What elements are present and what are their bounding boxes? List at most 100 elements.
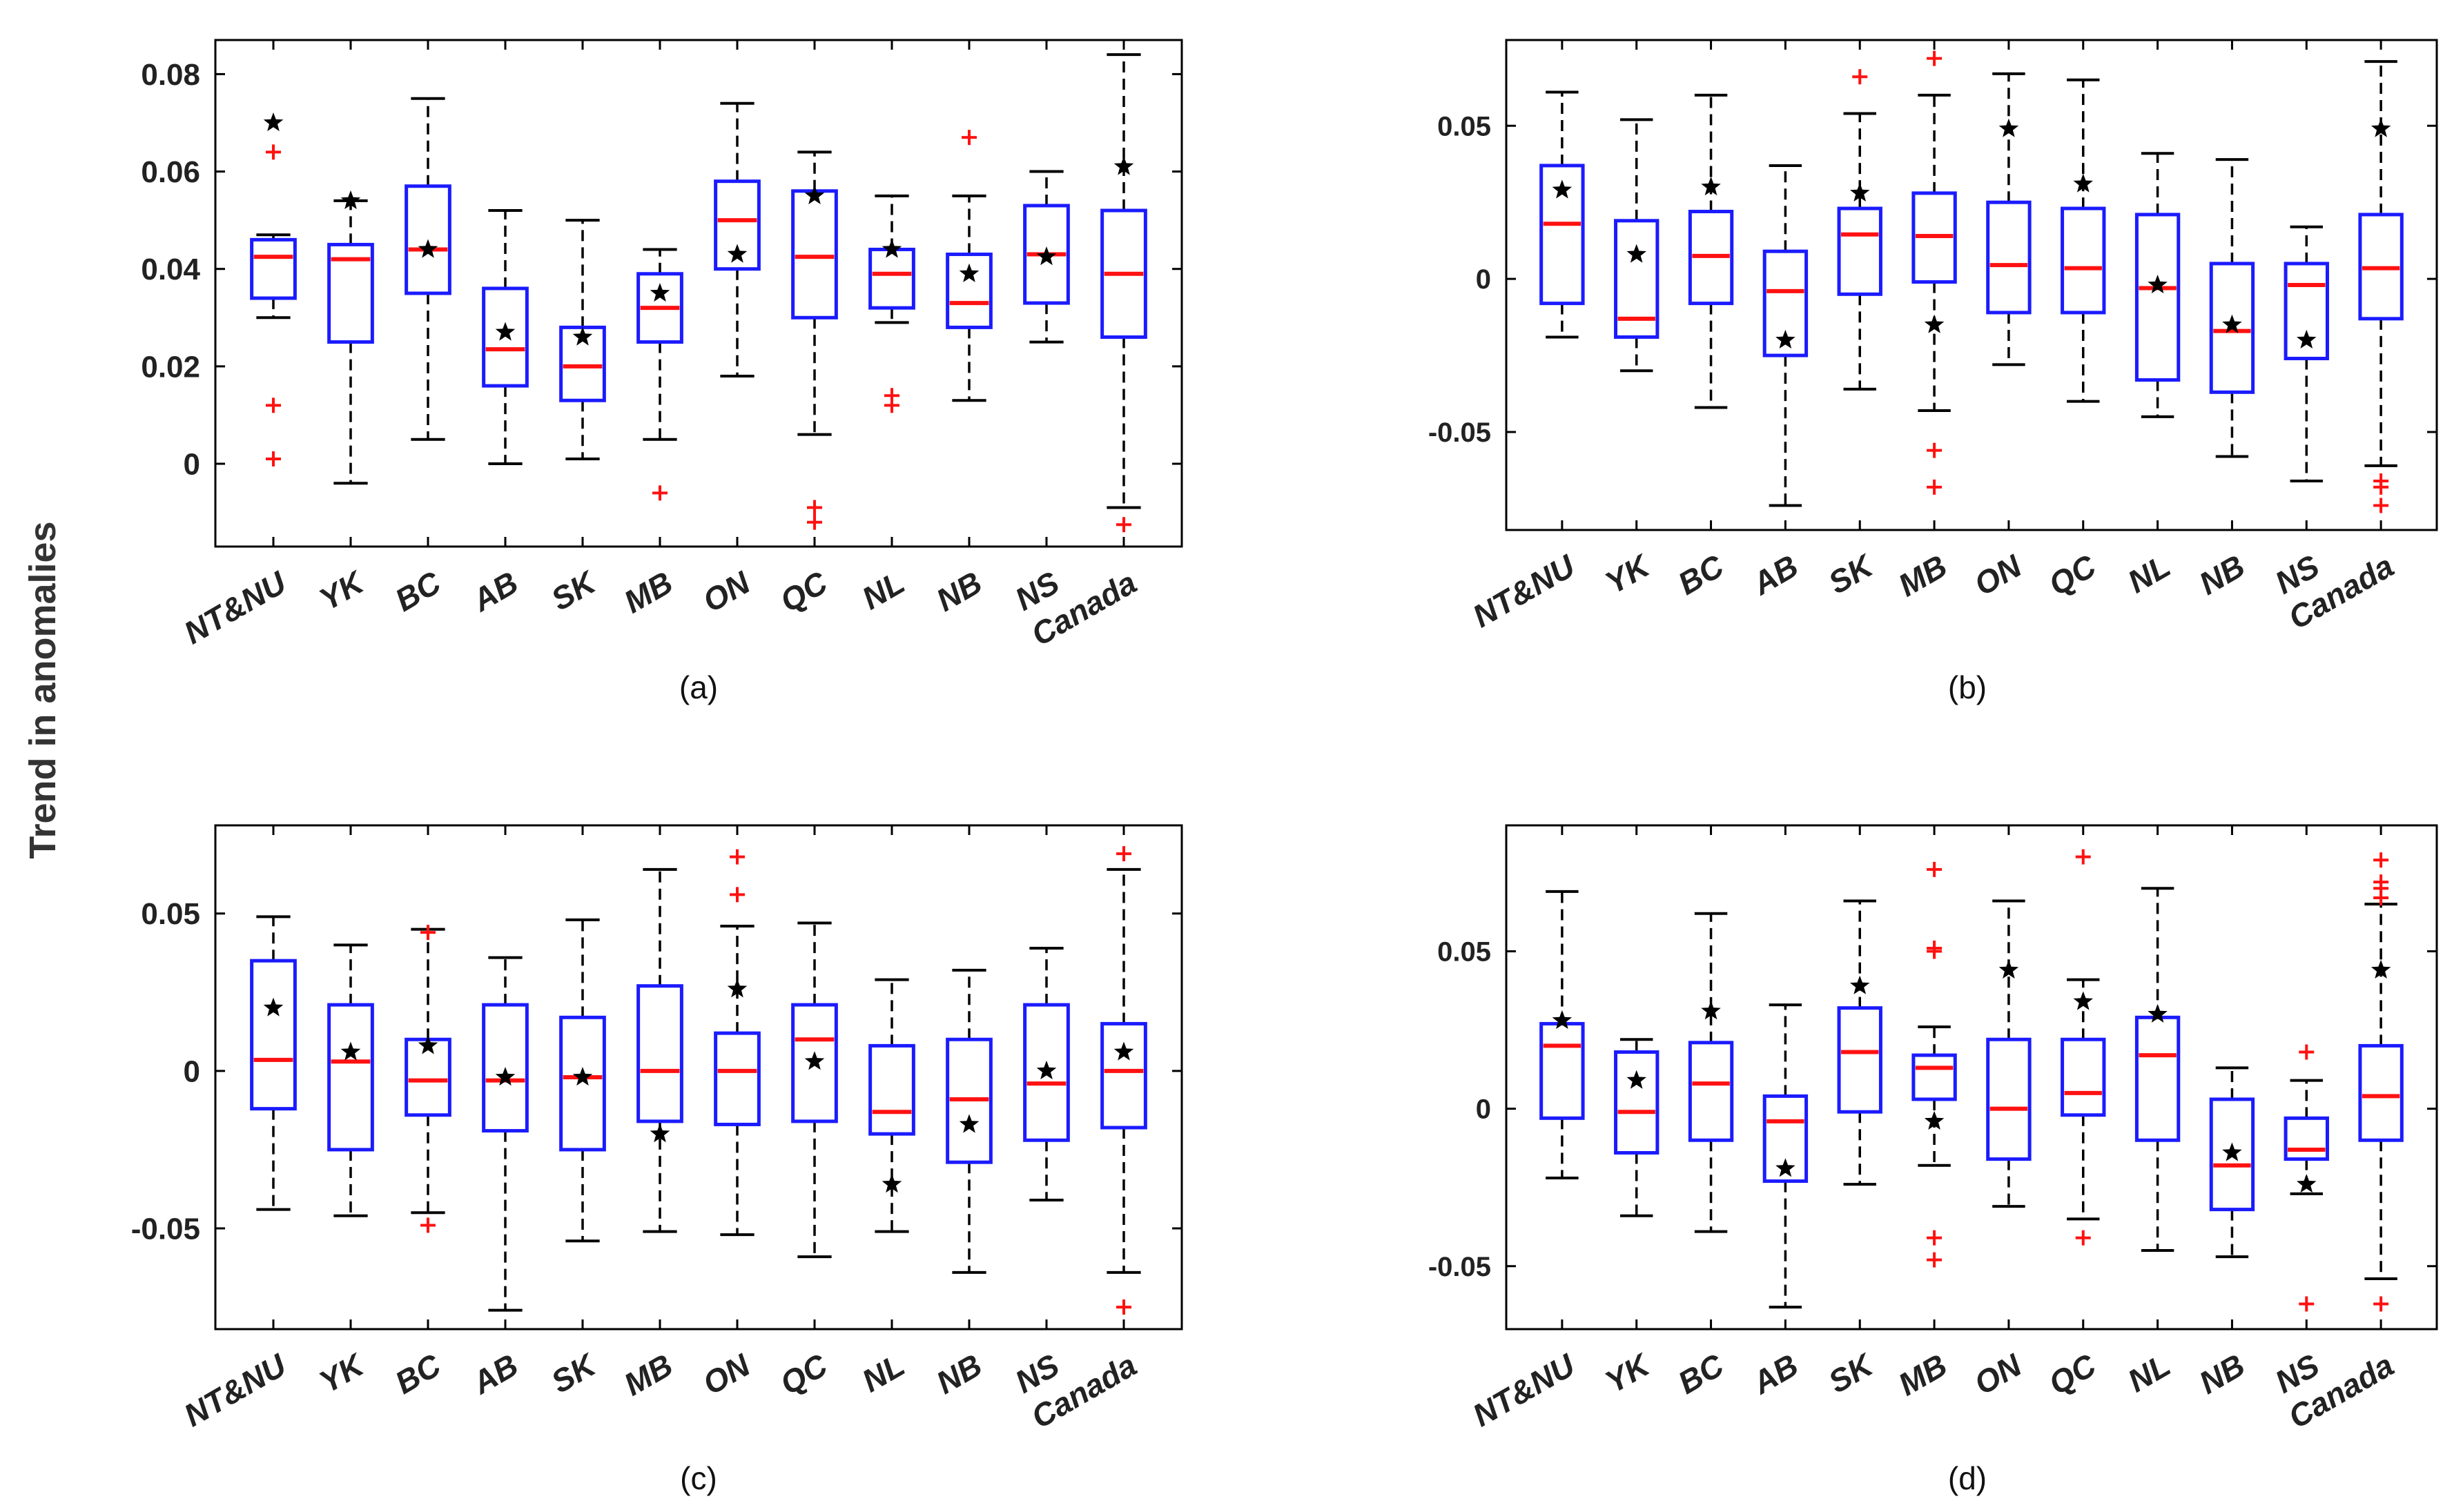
ytick-label: 0 (1476, 264, 1491, 295)
outlier-marker (807, 500, 822, 516)
mean-star (495, 322, 516, 341)
category-label: QC (2043, 1346, 2102, 1402)
ytick-label: 0 (1476, 1094, 1491, 1125)
outlier-marker (1116, 1299, 1131, 1315)
category-label: YK (1599, 1346, 1657, 1400)
category-label: YK (313, 1346, 371, 1400)
category-label: NT&NU (178, 564, 293, 651)
box-iqr (1688, 1041, 1734, 1142)
box-iqr (482, 286, 529, 388)
outlier-marker (1927, 943, 1943, 959)
outlier-marker (962, 130, 977, 146)
outlier-marker (266, 451, 281, 467)
category-label: NL (856, 1347, 911, 1400)
outlier-marker (266, 144, 281, 160)
mean-star (1626, 1070, 1646, 1089)
panel-label-c: (c) (680, 1460, 717, 1496)
ytick-label: 0.06 (141, 155, 200, 189)
category-label: MB (618, 564, 679, 620)
mean-star (1036, 1060, 1057, 1079)
mean-star (804, 1051, 825, 1070)
mean-star (727, 244, 748, 263)
mean-star (1113, 1041, 1134, 1061)
outlier-marker (2373, 890, 2389, 905)
outlier-marker (1116, 517, 1131, 533)
box-iqr (1986, 200, 2032, 315)
panel-label-b: (b) (1948, 669, 1987, 705)
outlier-marker (2299, 1044, 2315, 1060)
mean-star (1701, 1001, 1721, 1020)
outlier-marker (2075, 849, 2091, 865)
outlier-marker (2373, 1296, 2389, 1312)
category-label: ON (697, 564, 756, 619)
outlier-marker (266, 397, 281, 413)
box-iqr (1837, 1006, 1882, 1114)
mean-star (1924, 314, 1945, 333)
category-label: BC (1672, 547, 1730, 602)
plot-frame-a (214, 39, 1183, 548)
mean-star (418, 1035, 438, 1054)
mean-star (2148, 275, 2168, 294)
mean-star (727, 979, 748, 998)
mean-star (2222, 1142, 2242, 1161)
box-iqr (250, 237, 297, 300)
mean-star (418, 239, 438, 258)
ytick-label: 0.08 (141, 58, 200, 92)
outlier-marker (1927, 1252, 1943, 1268)
mean-star (804, 185, 825, 204)
box-iqr (1614, 1050, 1659, 1155)
mean-star (650, 283, 670, 302)
y-axis-label: Trend in anomalies (22, 521, 64, 858)
mean-star (1552, 1010, 1573, 1029)
ytick-label: 0.05 (1437, 111, 1491, 141)
mean-star (1113, 156, 1134, 175)
category-label: SK (545, 1346, 603, 1400)
panel-label-a: (a) (679, 669, 718, 705)
ytick-label: 0 (184, 447, 200, 481)
category-label: NB (2193, 1347, 2251, 1401)
box-iqr (559, 1015, 606, 1152)
outlier-marker (1927, 442, 1943, 458)
mean-star (2370, 959, 2391, 979)
ytick-label: -0.05 (1428, 418, 1491, 448)
category-label: SK (1822, 1346, 1880, 1400)
category-label: QC (2043, 547, 2102, 602)
outlier-marker (2299, 1296, 2315, 1312)
mean-star (572, 1067, 593, 1086)
category-label: AB (1746, 1347, 1804, 1402)
mean-star (1775, 329, 1795, 348)
category-label: NL (2121, 548, 2176, 600)
category-label: BC (1672, 1346, 1730, 1401)
category-label: BC (389, 564, 447, 618)
category-label: NT&NU (1466, 547, 1581, 634)
category-label: NL (2121, 1347, 2176, 1400)
outlier-marker (1116, 846, 1131, 862)
category-label: NL (856, 564, 911, 617)
outlier-marker (730, 887, 745, 903)
mean-star (1552, 179, 1573, 199)
category-label: MB (1892, 1347, 1953, 1403)
ytick-label: 0.05 (141, 897, 200, 931)
ytick-label: 0.04 (141, 253, 200, 286)
mean-star (1775, 1158, 1795, 1177)
category-label: SK (545, 563, 603, 617)
category-label: ON (697, 1346, 756, 1402)
ytick-label: 0.02 (141, 350, 200, 384)
mean-star (1850, 182, 1870, 202)
ytick-label: 0 (184, 1054, 200, 1088)
mean-star (1036, 246, 1057, 266)
box-iqr (1837, 206, 1882, 296)
category-label: QC (774, 1346, 833, 1402)
box-iqr (2061, 1037, 2106, 1117)
outlier-marker (1852, 69, 1868, 85)
category-label: NB (930, 564, 988, 618)
mean-star (650, 1123, 670, 1143)
outlier-marker (2075, 1230, 2091, 1246)
mean-star (340, 1041, 361, 1061)
box-iqr (868, 1043, 915, 1136)
category-label: NB (2193, 548, 2251, 602)
outlier-marker (730, 849, 745, 865)
